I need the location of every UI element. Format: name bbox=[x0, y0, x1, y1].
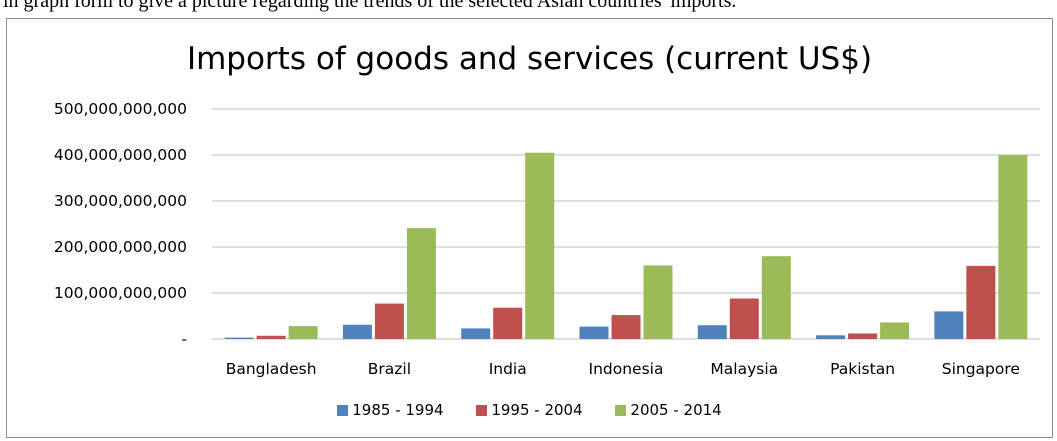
bar-1 bbox=[816, 335, 846, 339]
bar-1 bbox=[224, 337, 254, 339]
x-tick-label: Pakistan bbox=[830, 360, 895, 378]
x-tick-label: Indonesia bbox=[589, 360, 664, 378]
legend-item-series-3: 2005 - 2014 bbox=[615, 401, 722, 419]
bar-3 bbox=[525, 152, 555, 339]
y-tick-label: 500,000,000,000 bbox=[54, 100, 187, 118]
legend-label-series-3: 2005 - 2014 bbox=[630, 401, 722, 419]
bar-1 bbox=[342, 324, 372, 339]
y-tick-label: 400,000,000,000 bbox=[54, 146, 187, 164]
bar-2 bbox=[966, 265, 996, 339]
bar-3 bbox=[643, 265, 673, 339]
y-tick-label: - bbox=[181, 330, 187, 348]
bar-2 bbox=[848, 333, 878, 339]
y-tick-label: 300,000,000,000 bbox=[54, 192, 187, 210]
legend: 1985 - 1994 1995 - 2004 2005 - 2014 bbox=[7, 401, 1052, 419]
bar-3 bbox=[880, 322, 910, 339]
bar-1 bbox=[934, 311, 964, 339]
legend-item-series-2: 1995 - 2004 bbox=[476, 401, 583, 419]
x-tick-label: India bbox=[489, 360, 527, 378]
document-caption: in graph form to give a picture regardin… bbox=[0, 0, 1057, 22]
bar-2 bbox=[374, 303, 404, 339]
legend-swatch-series-3 bbox=[615, 405, 627, 416]
bar-3 bbox=[761, 256, 791, 339]
caption-text: in graph form to give a picture regardin… bbox=[3, 0, 737, 12]
bar-2 bbox=[729, 298, 759, 339]
bar-3 bbox=[288, 326, 318, 339]
bar-chart: - 100,000,000,000 200,000,000,000 300,000,0… bbox=[54, 100, 1040, 378]
bar-1 bbox=[461, 328, 491, 339]
x-tick-label: Malaysia bbox=[710, 360, 778, 378]
bar-2 bbox=[256, 335, 286, 339]
bar-1 bbox=[697, 325, 727, 339]
x-tick-label: Bangladesh bbox=[226, 360, 317, 378]
legend-swatch-series-2 bbox=[476, 405, 488, 416]
legend-label-series-2: 1995 - 2004 bbox=[491, 401, 583, 419]
legend-label-series-1: 1985 - 1994 bbox=[352, 401, 444, 419]
legend-item-series-1: 1985 - 1994 bbox=[337, 401, 444, 419]
chart-title: Imports of goods and services (current U… bbox=[186, 41, 873, 77]
y-tick-label: 100,000,000,000 bbox=[54, 284, 187, 302]
bar-2 bbox=[493, 307, 523, 339]
legend-swatch-series-1 bbox=[337, 405, 349, 416]
y-tick-label: 200,000,000,000 bbox=[54, 238, 187, 256]
bar-3 bbox=[998, 155, 1028, 339]
chart-frame: Imports of goods and services (current U… bbox=[6, 18, 1053, 438]
x-tick-label: Brazil bbox=[368, 360, 411, 378]
bar-2 bbox=[611, 315, 641, 339]
x-tick-label: Singapore bbox=[942, 360, 1020, 378]
bar-1 bbox=[579, 326, 609, 339]
bar-3 bbox=[406, 228, 436, 339]
